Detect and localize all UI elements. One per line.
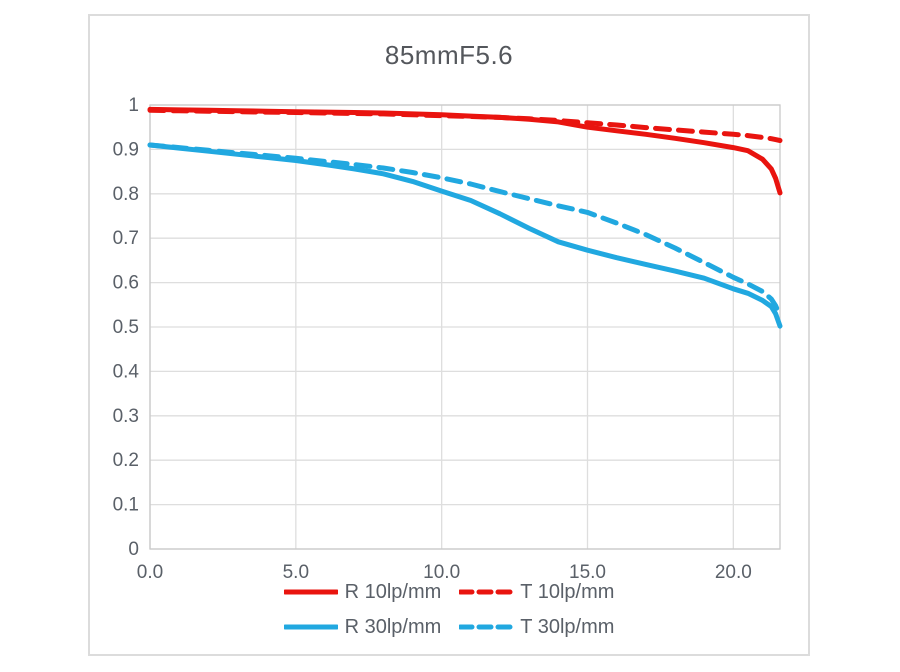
y-tick-label: 0.1 (113, 495, 139, 516)
x-tick-label: 10.0 (423, 562, 460, 583)
y-tick-label: 0.5 (113, 317, 139, 338)
x-tick-label: 15.0 (569, 562, 606, 583)
chart-frame: 85mmF5.6 0 0.1 0.2 0.3 0.4 0.5 0.6 0.7 0.8 0.9 1 0.… (88, 14, 810, 656)
x-tick-label: 20.0 (715, 562, 752, 583)
series-t-30lp-mm (147, 142, 783, 319)
legend-item-t-30lp-mm: T 30lp/mm (459, 616, 614, 639)
series-r-30lp-mm (147, 142, 783, 329)
legend-row: R 10lp/mm T 10lp/mm (283, 580, 614, 604)
legend-swatch-dashed-line-icon (459, 624, 514, 630)
legend-label: R 30lp/mm (344, 615, 442, 638)
plot-area: 00.10.20.30.40.50.60.70.80.910.0 5.0 10.0 1… (113, 95, 783, 583)
y-tick-label: 0.7 (113, 228, 139, 249)
x-tick-label: 5.0 (283, 562, 309, 583)
y-tick-label: 0.2 (113, 450, 139, 471)
legend-item-r-30lp-mm: R 30lp/mm (283, 615, 442, 639)
y-tick-label: 0.6 (113, 273, 139, 294)
y-tick-label: 0 (128, 539, 139, 560)
x-tick-label: 0.0 (137, 562, 163, 583)
legend-swatch-dashed-line-icon (459, 589, 514, 595)
y-tick-label: 0.9 (113, 139, 139, 160)
legend-label: T 30lp/mm (520, 615, 615, 638)
series-t-10lp-mm (147, 107, 783, 143)
chart-title: 85mmF5.6 (384, 40, 514, 70)
legend-label: T 10lp/mm (520, 580, 615, 603)
legend-item-t-10lp-mm: T 10lp/mm (459, 581, 614, 604)
legend-label: R 10lp/mm (344, 580, 442, 603)
legend-swatch-solid-line-icon (283, 589, 338, 595)
legend-row: R 30lp/mm T 30lp/mm (283, 615, 614, 639)
y-tick-label: 1 (128, 95, 139, 116)
y-tick-label: 0.8 (113, 184, 139, 205)
y-tick-label: 0.3 (113, 406, 139, 427)
legend-item-r-10lp-mm: R 10lp/mm (283, 580, 442, 604)
legend-swatch-solid-line-icon (283, 624, 338, 630)
legend: R 10lp/mm T 10lp/mm R 30lp/mm T 30lp/mm (90, 580, 808, 639)
y-tick-label: 0.4 (113, 361, 140, 382)
